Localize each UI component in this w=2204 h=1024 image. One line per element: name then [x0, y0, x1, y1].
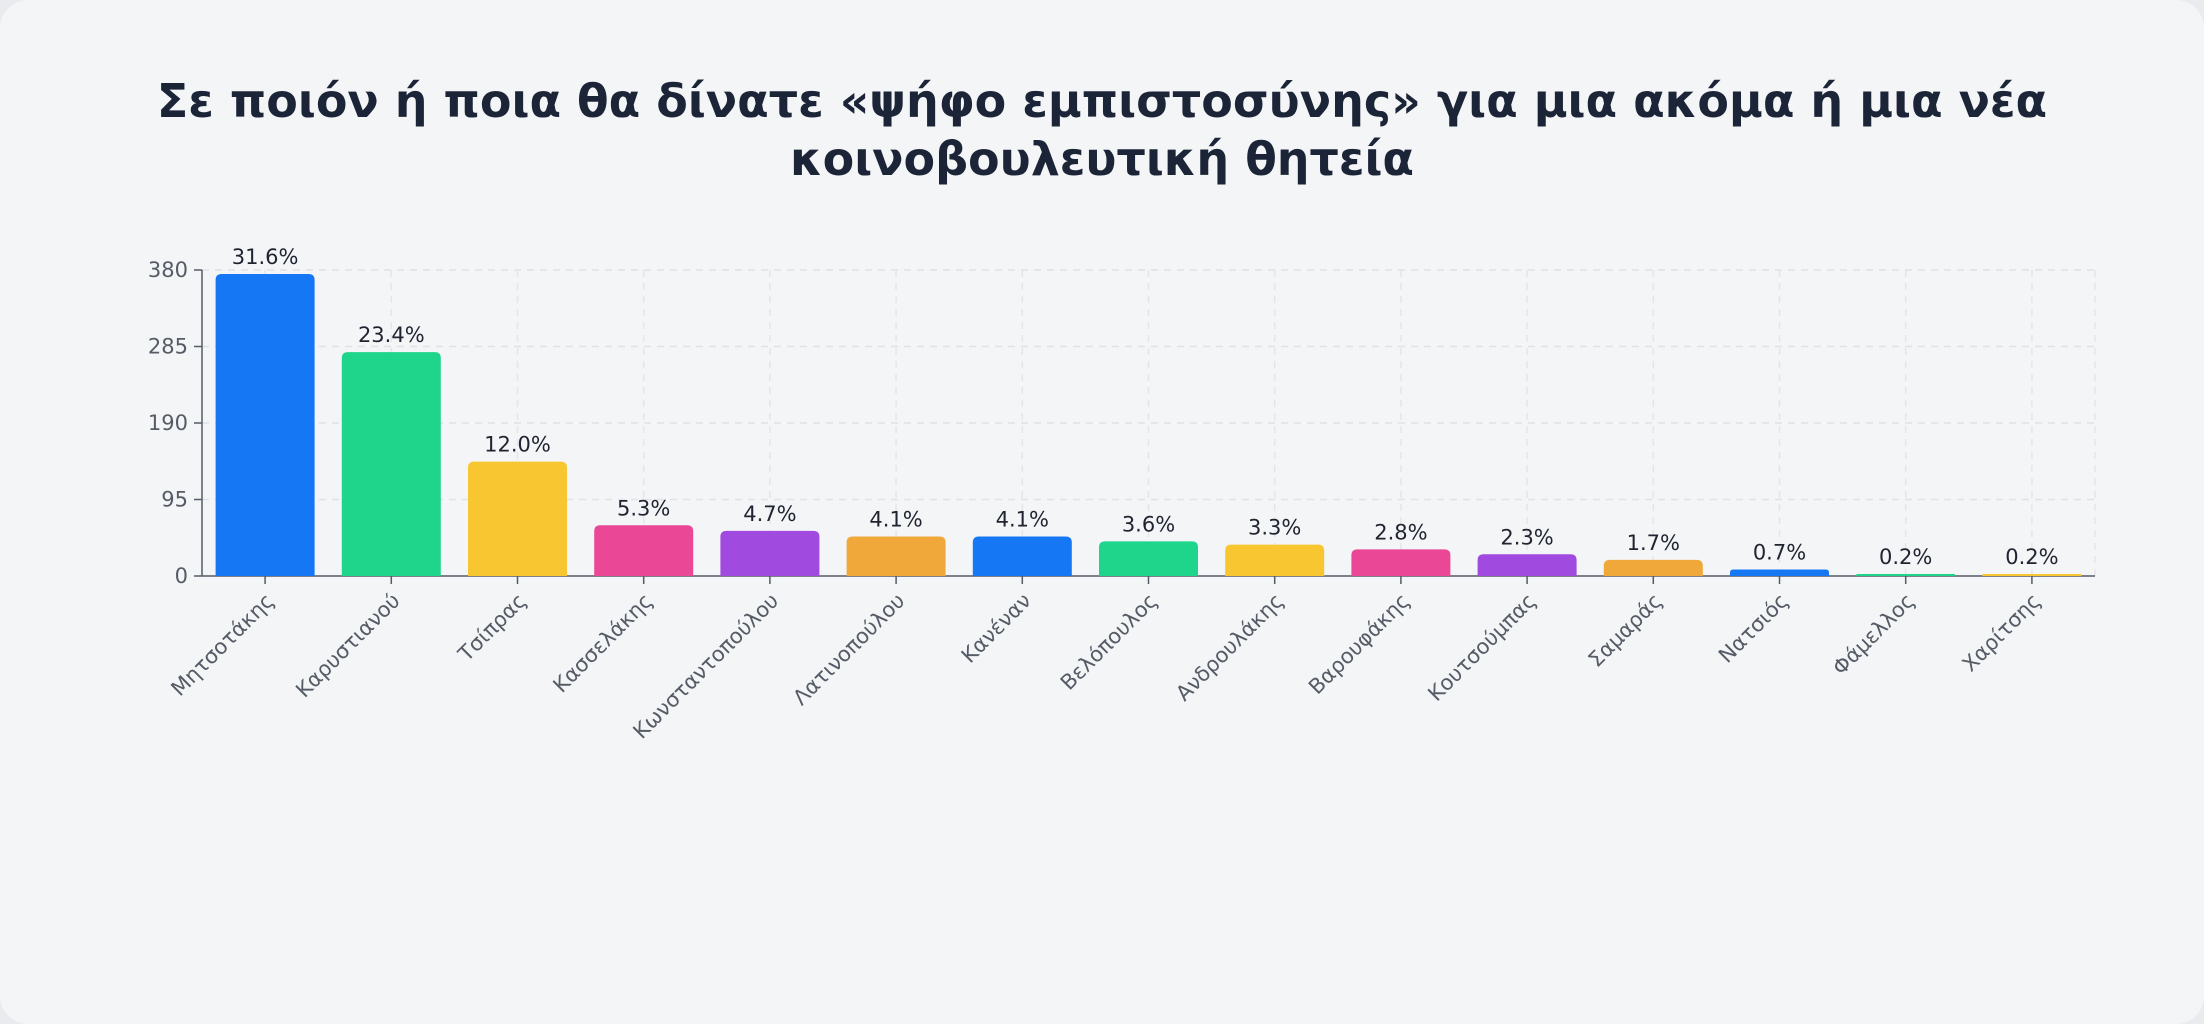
- x-tick-label: Καρυστιανού: [291, 589, 405, 703]
- x-tick-label: Μητσοτάκης: [166, 589, 278, 701]
- bar[interactable]: [1099, 541, 1198, 576]
- x-tick-label: Βαρουφάκης: [1304, 589, 1415, 700]
- bar[interactable]: [1225, 544, 1325, 576]
- chart-title: Σε ποιόν ή ποια θα δίνατε «ψήφο εμπιστοσ…: [156, 74, 2048, 186]
- bar[interactable]: [972, 536, 1072, 576]
- bar-data-label: 4.1%: [996, 508, 1049, 532]
- bar-data-label: 12.0%: [484, 433, 551, 457]
- x-tick-label: Βελόπουλος: [1056, 589, 1162, 695]
- bar-data-label: 3.3%: [1248, 516, 1301, 540]
- bar[interactable]: [594, 525, 694, 576]
- bar-data-label: 3.6%: [1122, 512, 1175, 536]
- bar[interactable]: [1351, 549, 1451, 576]
- bar-data-label: 0.2%: [1879, 545, 1932, 569]
- bar[interactable]: [1603, 559, 1703, 576]
- bar[interactable]: [215, 274, 315, 576]
- bar-data-label: 2.8%: [1374, 520, 1427, 544]
- x-tick-label: Κανέναν: [957, 589, 1036, 668]
- bar-data-label: 5.3%: [617, 496, 670, 520]
- x-tick-label: Κωνσταντοπούλου: [628, 589, 783, 744]
- bar-data-label: 1.7%: [1627, 531, 1680, 555]
- bar-data-label: 2.3%: [1500, 525, 1553, 549]
- bars: [215, 274, 2082, 576]
- y-tick-label: 95: [161, 488, 188, 512]
- x-tick-label: Λατινοπούλου: [788, 589, 909, 710]
- x-tick-label: Κουτσούμπας: [1423, 589, 1540, 706]
- bar-data-label: 0.2%: [2005, 545, 2058, 569]
- bar[interactable]: [1730, 569, 1829, 576]
- bar-data-label: 31.6%: [232, 245, 299, 269]
- bar-data-label: 4.1%: [869, 508, 922, 532]
- x-tick-label: Κασσελάκης: [548, 589, 657, 698]
- x-tick-label: Νατσιός: [1714, 589, 1793, 668]
- bar[interactable]: [1856, 574, 1956, 576]
- x-tick-label: Ανδρουλάκης: [1171, 589, 1288, 706]
- y-tick-label: 285: [148, 335, 188, 359]
- bar-data-label: 23.4%: [358, 323, 425, 347]
- y-tick-label: 380: [148, 258, 188, 282]
- x-tick-label: Τσίπρας: [453, 589, 531, 667]
- bar-data-label: 0.7%: [1753, 541, 1806, 565]
- y-tick-label: 190: [148, 411, 188, 435]
- bar[interactable]: [468, 461, 567, 576]
- labels: 31.6% Μητσοτάκης 23.4% Καρυστιανού 12.0% Τσίπ…: [166, 245, 2058, 744]
- bar[interactable]: [1477, 554, 1577, 576]
- bar[interactable]: [1982, 574, 2082, 576]
- x-tick-label: Φάμελλος: [1828, 589, 1919, 680]
- bar[interactable]: [341, 352, 441, 576]
- bar[interactable]: [846, 536, 946, 576]
- x-tick-label: Σαμαράς: [1584, 589, 1667, 672]
- y-tick-label: 0: [175, 564, 188, 588]
- x-tick-label: Χαρίτσης: [1958, 589, 2046, 677]
- bar[interactable]: [720, 530, 820, 576]
- bar-data-label: 4.7%: [743, 502, 796, 526]
